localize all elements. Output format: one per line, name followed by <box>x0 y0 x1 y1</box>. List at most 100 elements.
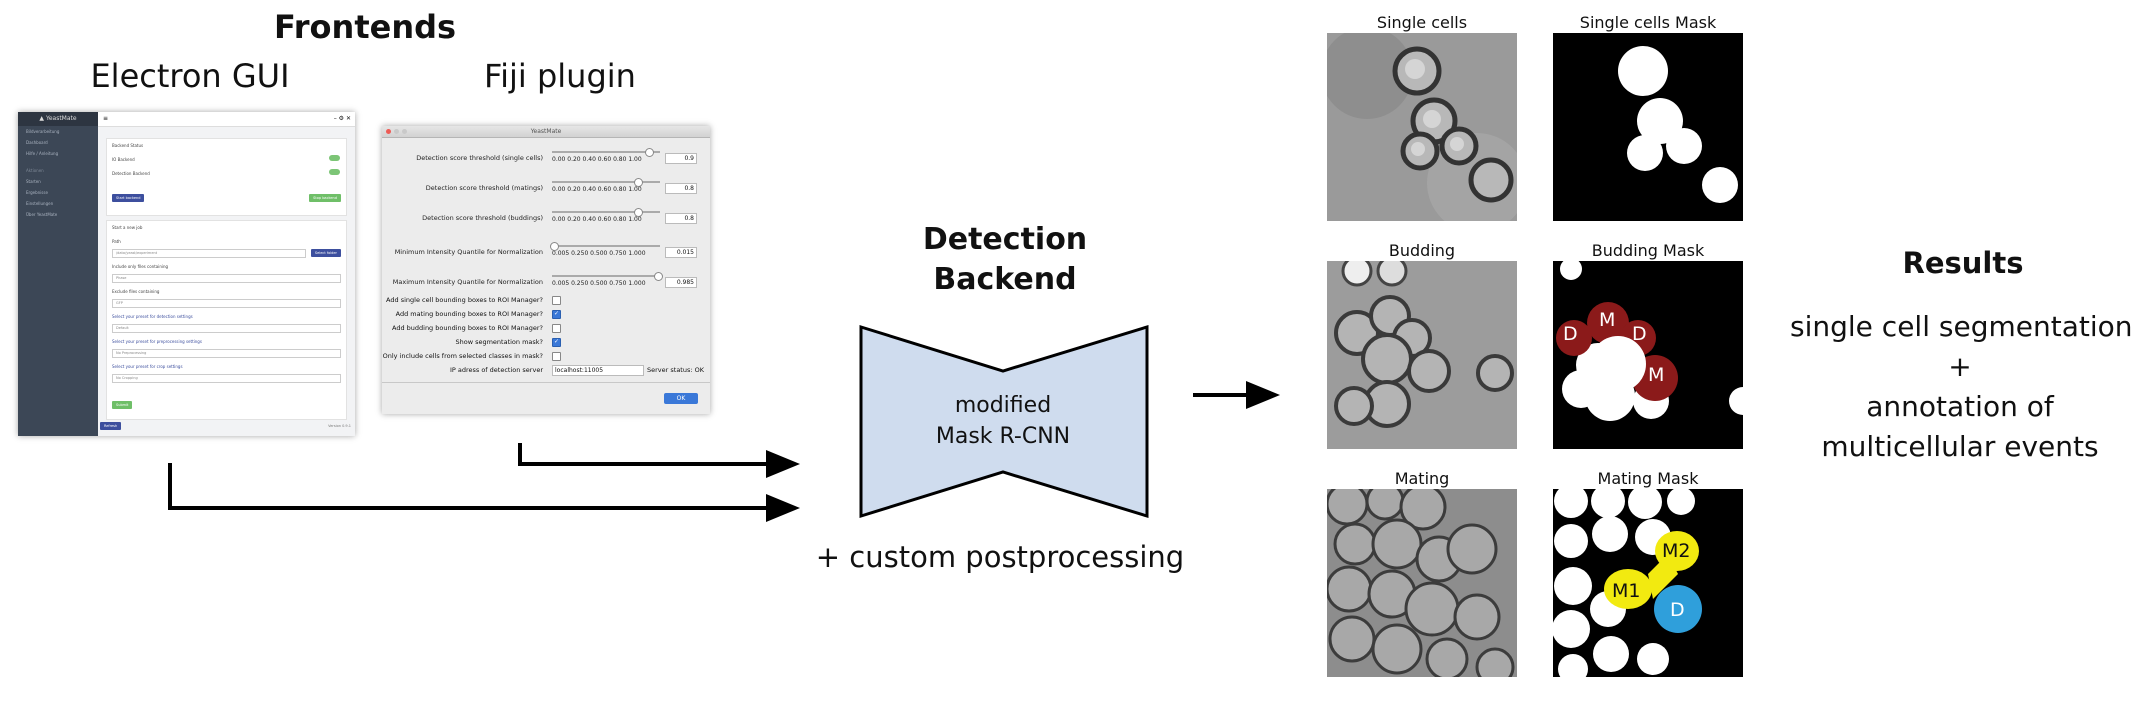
checkbox-label: Add budding bounding boxes to ROI Manage… <box>391 324 543 332</box>
checkbox-single-roi[interactable] <box>552 296 561 305</box>
score-single-slider[interactable]: 0.00 0.20 0.40 0.60 0.80 1.00 <box>552 147 660 163</box>
label-m1: M1 <box>1612 580 1641 602</box>
slider-value-input[interactable]: 0.985 <box>665 277 697 288</box>
ip-input[interactable]: localhost:11005 <box>552 365 644 376</box>
model-line-2: Mask R-CNN <box>935 424 1071 449</box>
app-name: YeastMate <box>45 115 77 122</box>
panel-title-budding: Budding <box>1388 241 1456 260</box>
checkbox-label: Add single cell bounding boxes to ROI Ma… <box>386 296 543 304</box>
slider-row: Maximum Intensity Quantile for Normaliza… <box>382 268 710 294</box>
slider-label: Maximum Intensity Quantile for Normaliza… <box>392 278 543 286</box>
electron-sidebar: ▲ YeastMate Bildverarbeitung Dashboard H… <box>18 112 98 436</box>
card-title: Start a new job <box>112 225 143 230</box>
panel-title-mating-mask: Mating Mask <box>1597 469 1699 488</box>
select-folder-button[interactable]: Select folder <box>310 249 341 257</box>
slider-value-input[interactable]: 0.015 <box>665 247 697 258</box>
results-title: Results <box>1902 246 2024 280</box>
panel-title-single: Single cells <box>1376 13 1468 32</box>
menu-icon[interactable]: ≡ <box>103 115 109 122</box>
sidebar-item-1[interactable]: Dashboard <box>26 140 48 145</box>
backend-bowtie-shape <box>859 324 1149 519</box>
budding-image <box>1327 261 1517 449</box>
stop-backend-button[interactable]: Stop backend <box>309 194 341 202</box>
slider-value-input[interactable]: 0.8 <box>665 213 697 224</box>
checkbox-label: Show segmentation mask? <box>455 338 543 346</box>
sidebar-section: Aktionen <box>26 168 44 173</box>
zoom-icon[interactable] <box>402 129 407 134</box>
logo-icon: ▲ <box>39 115 46 122</box>
sidebar-sub-0[interactable]: Starten <box>26 179 41 184</box>
detection-preset-select[interactable]: Default <box>112 324 341 333</box>
io-backend-toggle[interactable] <box>329 155 340 161</box>
refresh-button[interactable]: Refresh <box>100 422 122 430</box>
slider-ticks: 0.005 0.250 0.500 0.750 1.000 <box>552 280 646 287</box>
slider-label: Detection score threshold (single cells) <box>416 154 543 162</box>
exclude-label: Exclude files containing <box>112 289 160 294</box>
preprocessing-preset-label: Select your preset for preprocessing set… <box>112 339 202 344</box>
results-line-1: single cell segmentation <box>1790 310 2132 343</box>
checkbox-show-mask[interactable] <box>552 338 561 347</box>
app-brand: ▲ YeastMate <box>18 112 98 126</box>
sidebar-sub-1[interactable]: Ergebnisse <box>26 190 48 195</box>
slider-value-input[interactable]: 0.9 <box>665 153 697 164</box>
include-input[interactable]: Phase <box>112 274 341 283</box>
label-d-3: D <box>1670 599 1685 621</box>
results-line-4: multicellular events <box>1821 430 2099 463</box>
include-label: Include only files containing <box>112 264 169 269</box>
checkbox-row: Show segmentation mask? <box>382 336 710 349</box>
checkbox-selected-classes[interactable] <box>552 352 561 361</box>
single-cells-image <box>1327 33 1517 221</box>
checkbox-row: Add mating bounding boxes to ROI Manager… <box>382 308 710 321</box>
max-quantile-slider[interactable]: 0.005 0.250 0.500 0.750 1.000 <box>552 271 664 287</box>
close-icon[interactable] <box>386 129 391 134</box>
frontends-title: Frontends <box>273 8 457 46</box>
crop-preset-select[interactable]: No Cropping <box>112 374 341 383</box>
backend-title-2: Backend <box>933 262 1077 297</box>
minimize-icon[interactable] <box>394 129 399 134</box>
backend-status-card: Backend Status IO Backend Detection Back… <box>106 138 347 216</box>
version-label: Version 0.9.1 <box>328 424 351 428</box>
checkbox-budding-roi[interactable] <box>552 324 561 333</box>
preprocessing-preset-select[interactable]: No Preprocessing <box>112 349 341 358</box>
window-controls-icon[interactable]: – ⚙ ✕ <box>333 115 351 122</box>
slider-label: Detection score threshold (matings) <box>425 184 543 192</box>
slider-value-input[interactable]: 0.8 <box>665 183 697 194</box>
mating-mask <box>1553 489 1743 677</box>
label-m-2: M <box>1648 364 1665 386</box>
divider <box>382 382 710 383</box>
panel-title-mating: Mating <box>1394 469 1450 488</box>
slider-row: Detection score threshold (matings) 0.00… <box>382 174 710 200</box>
backend-title-1: Detection <box>922 222 1088 257</box>
detection-preset-label: Select your preset for detection setting… <box>112 314 193 319</box>
postprocessing-label: + custom postprocessing <box>815 540 1185 574</box>
mating-image <box>1327 489 1517 677</box>
min-quantile-slider[interactable]: 0.005 0.250 0.500 0.750 1.000 <box>549 241 660 257</box>
fiji-titlebar: YeastMate <box>382 126 710 138</box>
fiji-plugin-label: Fiji plugin <box>484 57 636 95</box>
score-mating-slider[interactable]: 0.00 0.20 0.40 0.60 0.80 1.00 <box>552 177 660 193</box>
score-budding-slider[interactable]: 0.00 0.20 0.40 0.60 0.80 1.00 <box>552 207 660 223</box>
submit-button[interactable]: Submit <box>112 401 133 409</box>
sidebar-sub-2[interactable]: Einstellungen <box>26 201 54 206</box>
sidebar-item-0[interactable]: Bildverarbeitung <box>26 129 60 134</box>
exclude-input[interactable]: GFP <box>112 299 341 308</box>
start-backend-button[interactable]: Start backend <box>112 194 145 202</box>
sidebar-sub-3[interactable]: Über YeastMate <box>26 212 58 217</box>
label-d-2: D <box>1632 323 1647 345</box>
ok-button[interactable]: OK <box>664 393 698 404</box>
path-input[interactable]: /data/yeast/experiment <box>112 249 306 258</box>
checkbox-row: Add budding bounding boxes to ROI Manage… <box>382 322 710 335</box>
detection-backend-toggle[interactable] <box>329 169 340 175</box>
slider-ticks: 0.00 0.20 0.40 0.60 0.80 1.00 <box>552 216 642 223</box>
checkbox-label: Only include cells from selected classes… <box>382 352 543 360</box>
checkbox-mating-roi[interactable] <box>552 310 561 319</box>
electron-gui-window: ▲ YeastMate Bildverarbeitung Dashboard H… <box>18 112 355 436</box>
panel-title-budding-mask: Budding Mask <box>1591 241 1705 260</box>
ip-row: IP adress of detection server localhost:… <box>382 364 710 377</box>
sidebar-item-2[interactable]: Hilfe / Anleitung <box>26 151 59 156</box>
path-row: /data/yeast/experiment Select folder <box>107 249 346 258</box>
electron-topbar: ≡ – ⚙ ✕ <box>98 112 355 127</box>
slider-label: Minimum Intensity Quantile for Normaliza… <box>394 248 543 256</box>
slider-ticks: 0.00 0.20 0.40 0.60 0.80 1.00 <box>552 156 642 163</box>
single-cells-mask <box>1553 33 1743 221</box>
